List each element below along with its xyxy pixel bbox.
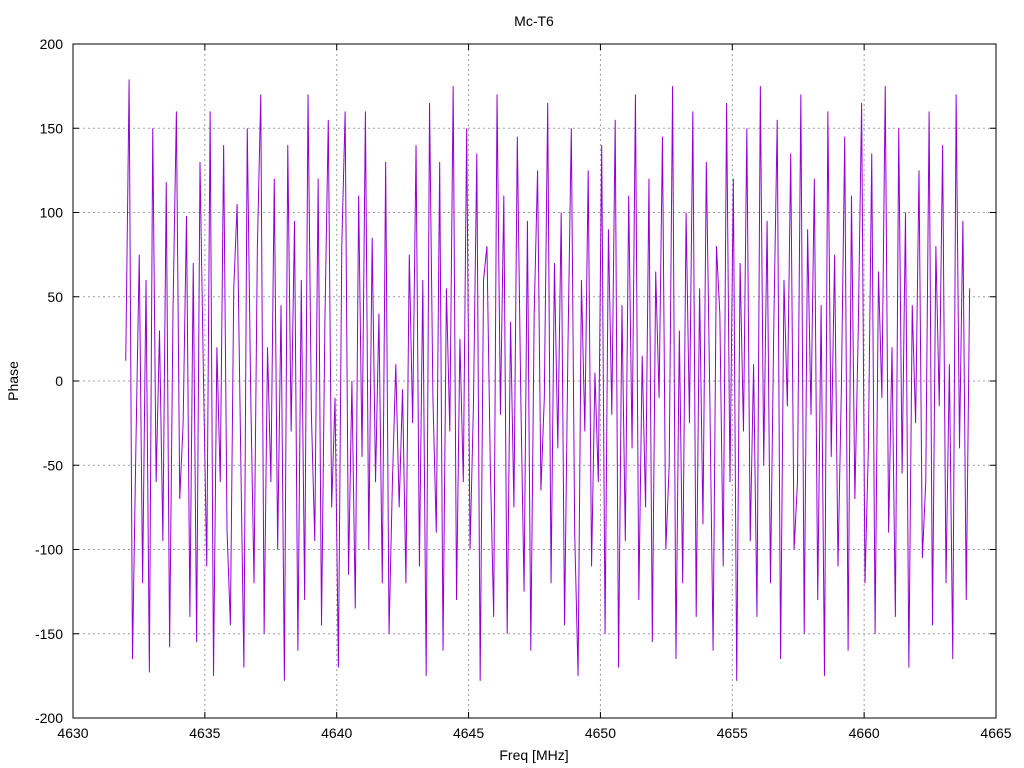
y-tick-label: 150: [40, 120, 64, 136]
x-tick-label: 4660: [849, 725, 880, 741]
y-axis-label: Phase: [5, 361, 21, 401]
y-tick-label: 0: [55, 373, 63, 389]
y-tick-label: 200: [40, 36, 64, 52]
x-tick-label: 4645: [453, 725, 484, 741]
y-tick-label: -100: [35, 542, 63, 558]
phase-series-line: [125, 79, 971, 681]
y-tick-label: 50: [47, 289, 63, 305]
series-layer: [125, 79, 971, 681]
y-tick-label: -150: [35, 626, 63, 642]
grid: [73, 44, 996, 718]
x-tick-label: 4650: [585, 725, 616, 741]
y-tick-label: 100: [40, 205, 64, 221]
x-tick-label: 4635: [189, 725, 220, 741]
axis-ticks: 4630 4635 4640 4645 4650 4655 4660 4665 200 150 10…: [35, 36, 1012, 741]
y-tick-label: -50: [43, 457, 63, 473]
x-tick-label: 4655: [717, 725, 748, 741]
y-tick-label: -200: [35, 710, 63, 726]
x-tick-label: 4640: [321, 725, 352, 741]
x-tick-label: 4665: [980, 725, 1011, 741]
x-axis-label: Freq [MHz]: [499, 747, 568, 763]
x-tick-label: 4630: [57, 725, 88, 741]
chart-title: Mc-T6: [514, 13, 554, 29]
